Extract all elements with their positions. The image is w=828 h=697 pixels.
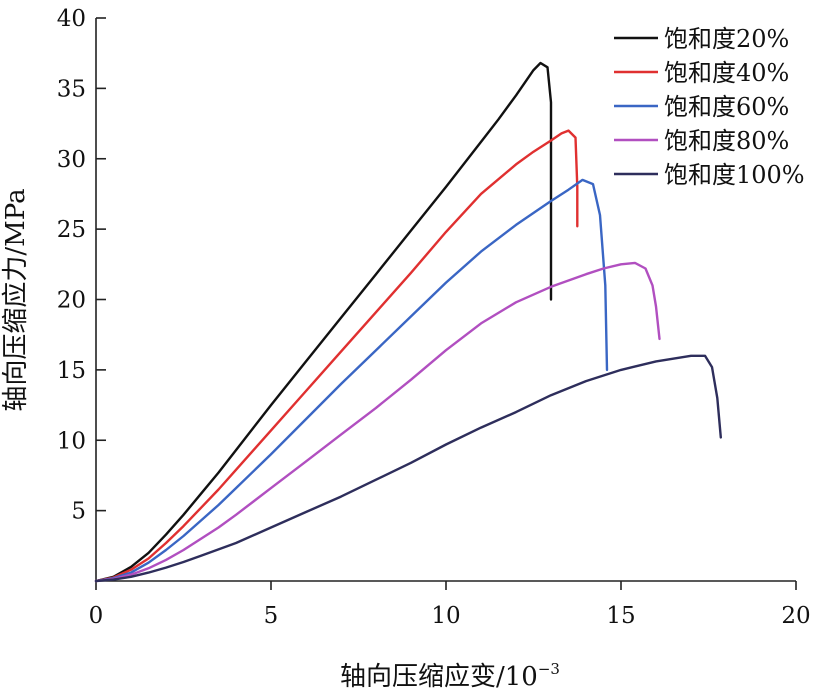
series-line-1 (94, 61, 553, 583)
legend-label: 饱和度20% (664, 25, 789, 53)
x-tick-label: 5 (264, 603, 279, 629)
legend-label: 饱和度40% (664, 59, 789, 87)
x-axis-title-exponent: −3 (538, 660, 560, 678)
y-tick-label: 25 (57, 217, 86, 243)
x-tick-label: 10 (431, 603, 460, 629)
y-axis-title: 轴向压缩应力/MPa (1, 188, 31, 411)
y-tick-label: 15 (57, 358, 86, 384)
series-line-3 (94, 178, 609, 583)
y-tick-label: 30 (57, 147, 86, 173)
x-axis-title: 轴向压缩应变/10−3 (340, 660, 560, 692)
legend-label: 饱和度80% (664, 127, 789, 155)
series-line-5 (94, 354, 722, 583)
x-axis-title-text: 轴向压缩应变/10 (340, 662, 538, 692)
x-tick-label: 20 (781, 603, 810, 629)
series-line-4 (94, 261, 661, 583)
axes: 0 5 10 15 20 5 10 15 20 25 30 35 40 (57, 6, 811, 629)
x-tick-label: 0 (89, 603, 104, 629)
y-tick-label: 5 (71, 499, 86, 525)
series-line-2 (94, 129, 579, 583)
y-tick-label: 10 (57, 428, 86, 454)
y-tick-label: 20 (57, 288, 86, 314)
y-tick-label: 40 (57, 6, 86, 32)
series-layer (94, 61, 722, 583)
y-tick-label: 35 (57, 76, 86, 102)
legend: 饱和度20% 饱和度40% 饱和度60% 饱和度80% 饱和度100% (614, 25, 805, 189)
x-tick-label: 15 (606, 603, 635, 629)
legend-label: 饱和度60% (664, 93, 789, 121)
legend-label: 饱和度100% (664, 161, 805, 189)
